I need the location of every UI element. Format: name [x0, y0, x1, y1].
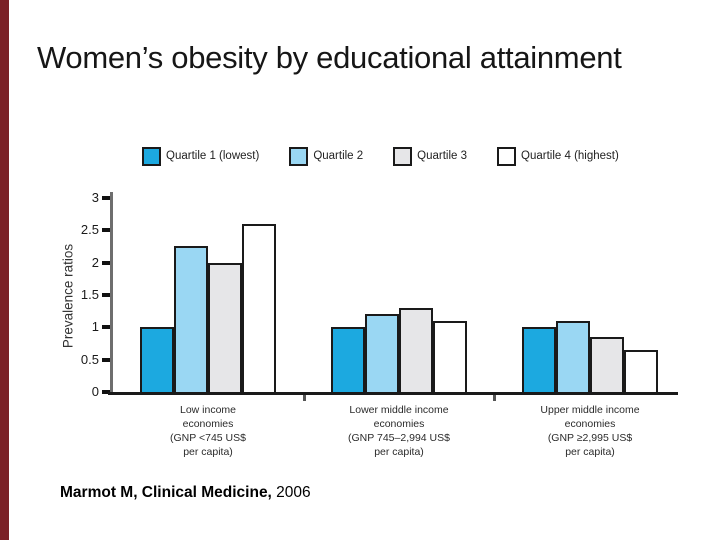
citation: Marmot M, Clinical Medicine, 2006: [60, 484, 311, 502]
bar: [624, 350, 658, 392]
legend-swatch: [289, 146, 309, 166]
legend-swatch: [393, 146, 413, 166]
y-tick-label: 2: [91, 254, 99, 270]
x-category-label: Upper middle income economies (GNP ≥2,99…: [540, 404, 640, 458]
y-tick-label: 1: [91, 319, 99, 335]
citation-year: 2006: [271, 484, 311, 501]
bar: [331, 327, 365, 392]
legend-item: Quartile 3: [393, 146, 468, 166]
citation-author-journal: Marmot M, Clinical Medicine,: [60, 484, 272, 501]
legend-item: Quartile 1 (lowest): [142, 146, 260, 166]
y-tick-label: 0: [91, 384, 99, 399]
bar: [556, 321, 590, 392]
bar: [590, 337, 624, 392]
legend-swatch: [497, 146, 517, 166]
legend-label: Quartile 1 (lowest): [166, 150, 260, 162]
y-tick-label: 1.5: [80, 286, 99, 302]
x-tick: [303, 395, 306, 401]
bar: [433, 321, 467, 392]
y-tick-label: 0.5: [80, 351, 99, 367]
x-category-label: Lower middle income economies (GNP 745–2…: [348, 404, 450, 458]
y-tick: [102, 260, 110, 265]
bar: [399, 308, 433, 392]
bar: [242, 224, 276, 392]
bar: [365, 314, 399, 392]
legend-label: Quartile 4 (highest): [521, 150, 619, 162]
legend-label: Quartile 2: [313, 150, 364, 162]
x-axis: [108, 392, 678, 395]
y-tick: [102, 357, 110, 362]
left-accent-bar: [0, 0, 9, 540]
legend-item: Quartile 2: [289, 146, 364, 166]
legend-item: Quartile 4 (highest): [497, 146, 619, 166]
chart: Quartile 1 (lowest) Quartile 2 Quartile 3 Q…: [0, 130, 720, 480]
bar: [140, 327, 174, 392]
x-tick: [493, 395, 496, 401]
y-tick: [102, 228, 110, 233]
y-tick-label: 2.5: [80, 222, 99, 238]
bar: [522, 327, 556, 392]
legend-swatch: [142, 146, 161, 166]
bar: [174, 246, 208, 392]
y-tick: [102, 325, 110, 330]
y-tick-label: 3: [91, 189, 99, 205]
bar: [208, 263, 242, 392]
y-tick: [102, 195, 110, 200]
y-tick: [102, 292, 110, 297]
y-axis: [110, 192, 113, 393]
legend-label: Quartile 3: [417, 150, 468, 162]
slide-title: Women’s obesity by educational attainmen…: [37, 40, 622, 75]
y-tick: [102, 390, 110, 394]
chart-legend: Quartile 1 (lowest) Quartile 2 Quartile 3 Q…: [142, 146, 619, 166]
x-category-label: Low income economies (GNP <745 US$ per c…: [170, 404, 246, 458]
